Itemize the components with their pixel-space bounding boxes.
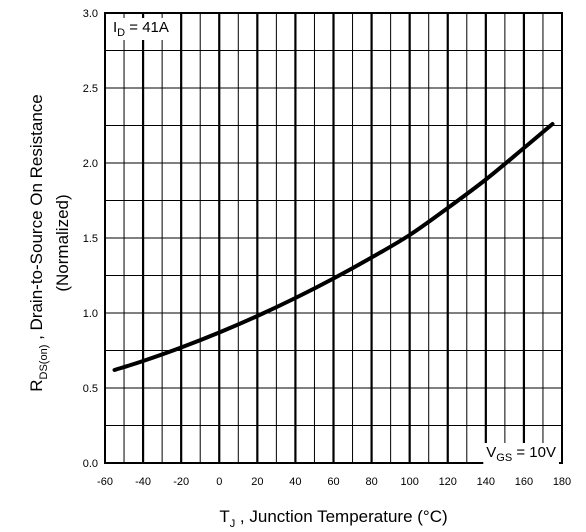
y-axis-label-sub: DS(on) <box>38 345 50 380</box>
y-axis-label-rest: , Drain-to-Source On Resistance <box>27 94 46 344</box>
x-axis-label-sub: J <box>230 518 236 530</box>
x-tick-label: 60 <box>327 476 339 488</box>
x-tick-label: 160 <box>515 476 533 488</box>
y-tick-labels: 0.0 0.5 1.0 1.5 2.0 2.5 3.0 <box>83 8 98 470</box>
x-axis-label-main: T <box>219 507 229 526</box>
y-tick-label: 1.0 <box>83 308 98 320</box>
x-tick-label: 100 <box>400 476 418 488</box>
x-tick-label: 140 <box>477 476 495 488</box>
x-tick-label: 180 <box>553 476 571 488</box>
x-tick-label: 40 <box>289 476 301 488</box>
y-axis-label-line2: (Normalized) <box>53 194 72 291</box>
vgs-annotation-rest: = 10V <box>512 444 556 461</box>
y-tick-label: 3.0 <box>83 8 98 20</box>
x-tick-label: -20 <box>173 476 189 488</box>
id-annotation-main: I <box>113 19 117 36</box>
x-axis-label: TJ , Junction Temperature (°C) <box>219 507 447 530</box>
x-tick-label: 120 <box>439 476 457 488</box>
vgs-annotation-box <box>483 443 559 465</box>
id-annotation-box <box>110 18 172 40</box>
grid <box>105 13 562 463</box>
x-tick-label: -60 <box>97 476 113 488</box>
y-tick-label: 0.5 <box>83 383 98 395</box>
y-axis-label-main: R <box>27 379 46 391</box>
y-axis-label-line1: RDS(on) , Drain-to-Source On Resistance <box>27 94 50 392</box>
x-tick-label: 20 <box>251 476 263 488</box>
id-annotation-rest: = 41A <box>125 19 169 36</box>
id-annotation: ID = 41A <box>113 19 169 39</box>
id-annotation-sub: D <box>117 27 125 39</box>
vgs-annotation-sub: GS <box>496 452 512 464</box>
x-tick-label: 80 <box>365 476 377 488</box>
y-tick-label: 2.0 <box>83 158 98 170</box>
x-axis-label-rest: , Junction Temperature (°C) <box>235 507 447 526</box>
x-tick-label: 0 <box>216 476 222 488</box>
y-tick-label: 1.5 <box>83 233 98 245</box>
x-tick-label: -40 <box>135 476 151 488</box>
plot-frame <box>104 12 563 464</box>
series-line <box>112 122 555 372</box>
y-tick-label: 0.0 <box>83 458 98 470</box>
vgs-annotation: VGS = 10V <box>486 444 556 464</box>
x-tick-labels: -60 -40 -20 0 20 40 60 80 100 120 140 160 180 <box>97 476 571 488</box>
vgs-annotation-main: V <box>486 444 496 461</box>
y-tick-label: 2.5 <box>83 83 98 95</box>
